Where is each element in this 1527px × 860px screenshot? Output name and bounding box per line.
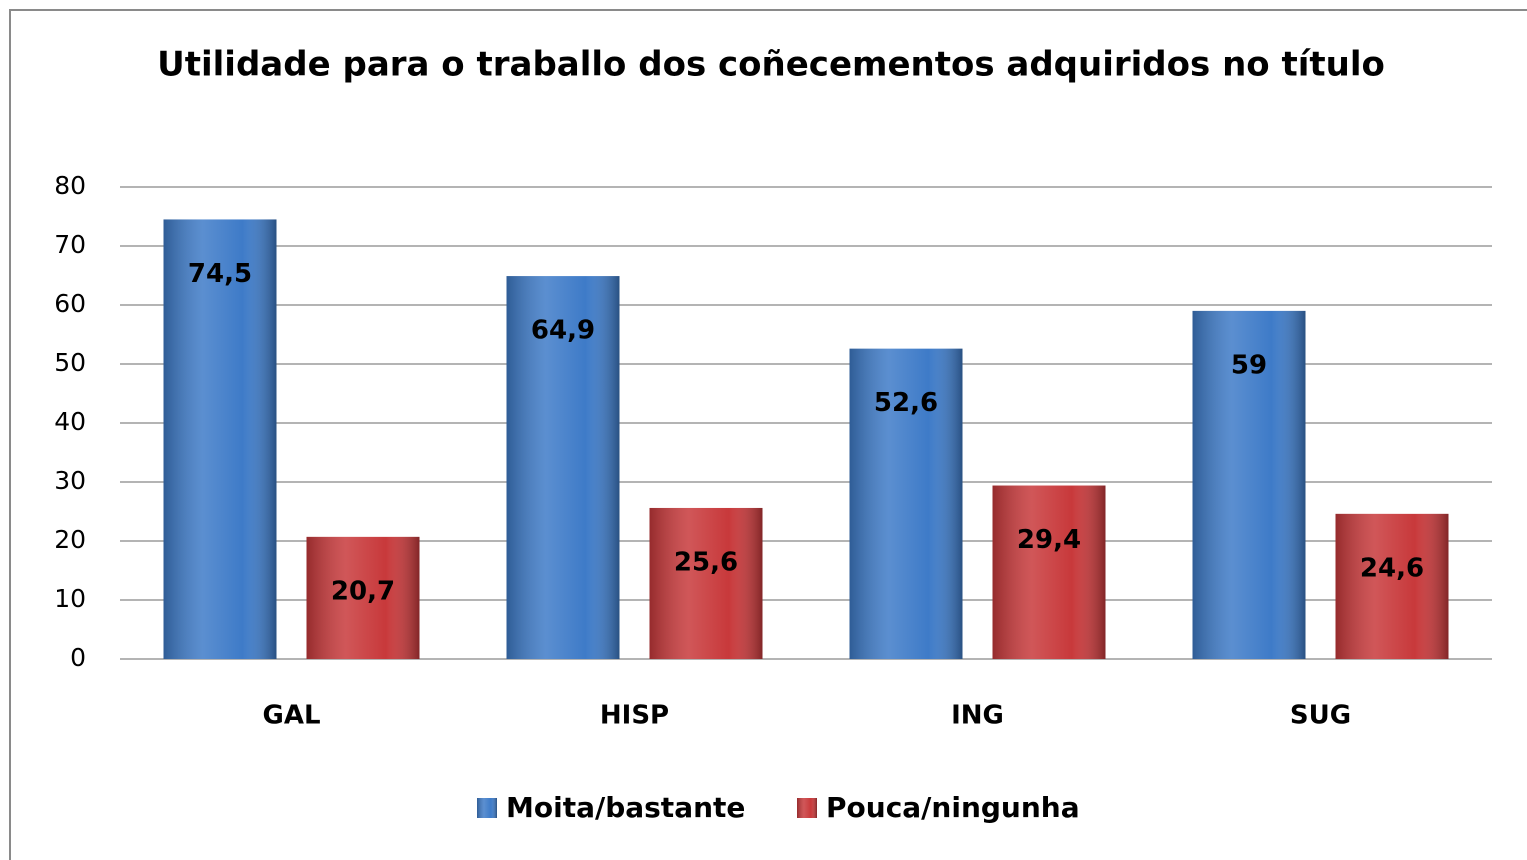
bar-shade — [306, 536, 420, 659]
data-label: 25,6 — [674, 547, 738, 577]
y-tick-label: 70 — [54, 230, 86, 259]
legend-label: Pouca/ningunha — [826, 791, 1080, 824]
y-tick-label: 60 — [54, 289, 86, 318]
bar-shade — [849, 348, 963, 659]
data-label: 29,4 — [1017, 525, 1081, 555]
bar-shade — [506, 276, 620, 659]
legend-label: Moita/bastante — [506, 791, 745, 824]
data-label: 20,7 — [331, 576, 395, 606]
chart-title: Utilidade para o traballo dos coñecement… — [157, 45, 1385, 85]
data-label: 52,6 — [874, 388, 938, 418]
bar-shade — [1335, 513, 1449, 659]
x-tick-label: ING — [951, 701, 1004, 731]
data-label: 59 — [1231, 350, 1267, 380]
y-tick-label: 40 — [54, 407, 86, 436]
legend-swatch-shade — [797, 798, 817, 818]
x-tick-label: GAL — [262, 701, 320, 731]
data-label: 74,5 — [188, 259, 252, 289]
x-tick-label: SUG — [1290, 701, 1351, 731]
bar-shade — [163, 219, 277, 659]
bar-shade — [649, 507, 763, 659]
legend-swatch-shade — [477, 798, 497, 818]
bar-shade — [1192, 310, 1306, 659]
y-tick-label: 20 — [54, 525, 86, 554]
y-tick-label: 50 — [54, 348, 86, 377]
data-label: 24,6 — [1360, 553, 1424, 583]
y-tick-label: 80 — [54, 171, 86, 200]
x-tick-label: HISP — [600, 701, 669, 731]
bar-shade — [992, 485, 1106, 659]
y-tick-label: 0 — [70, 643, 86, 672]
y-tick-label: 10 — [54, 584, 86, 613]
data-label: 64,9 — [531, 316, 595, 346]
y-tick-label: 30 — [54, 466, 86, 495]
